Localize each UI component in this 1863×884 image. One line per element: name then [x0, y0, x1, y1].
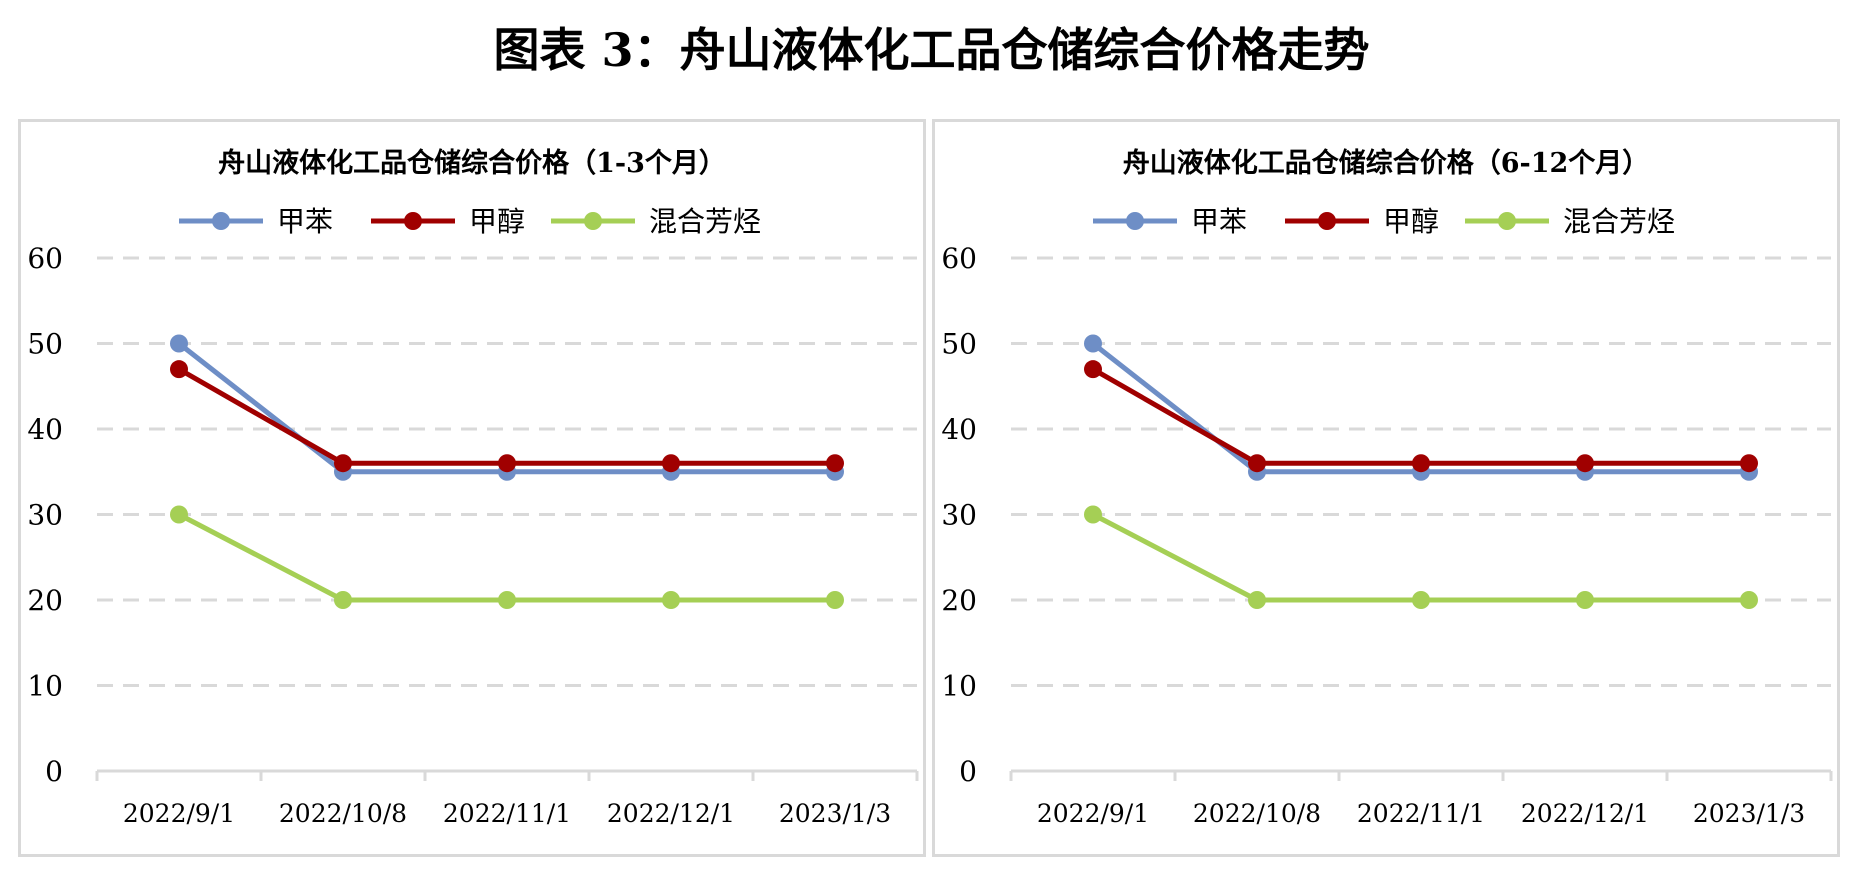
x-tick-label: 2023/1/3	[1693, 799, 1805, 828]
y-tick-label: 20	[941, 584, 977, 617]
legend-label: 混合芳烃	[1563, 205, 1675, 238]
data-point	[170, 334, 188, 353]
data-point	[1084, 360, 1102, 379]
legend-marker	[404, 212, 422, 230]
line-chart: 舟山液体化工品仓储综合价格（1-3个月） 0 10 20 30 40 50 60 2022/9/…	[27, 147, 919, 828]
data-point	[170, 505, 188, 524]
data-point	[1576, 591, 1594, 609]
y-tick-label: 0	[959, 755, 977, 788]
data-point	[1740, 454, 1758, 473]
data-point	[334, 591, 352, 609]
x-tick-label: 2023/1/3	[779, 799, 891, 828]
data-point	[1084, 505, 1102, 524]
chart-title: 舟山液体化工品仓储综合价格（6-12个月）	[1123, 147, 1650, 179]
data-point	[1412, 591, 1430, 609]
data-point	[170, 360, 188, 379]
legend-marker	[212, 212, 230, 230]
x-tick-label: 2022/9/1	[123, 799, 235, 828]
chart-panel-6-12-months: 舟山液体化工品仓储综合价格（6-12个月） 0 10 20 30 40 50 60 2022/9…	[932, 119, 1840, 857]
data-point	[1248, 454, 1266, 473]
x-tick-label: 2022/12/1	[607, 799, 735, 828]
series-line	[177, 512, 835, 603]
chart-panel-1-3-months: 舟山液体化工品仓储综合价格（1-3个月） 0 10 20 30 40 50 60 2022/9/…	[18, 119, 926, 857]
data-point	[498, 454, 516, 473]
legend-label: 甲苯	[1191, 205, 1247, 238]
y-tick-label: 40	[27, 413, 63, 446]
data-point	[1576, 454, 1594, 473]
legend-label: 混合芳烃	[649, 205, 761, 238]
x-tick-label: 2022/10/8	[1193, 799, 1321, 828]
y-tick-label: 10	[27, 670, 63, 703]
data-point	[498, 591, 516, 609]
x-tick-label: 2022/10/8	[279, 799, 407, 828]
legend-label: 甲醇	[469, 205, 525, 238]
legend-marker	[1126, 212, 1144, 230]
y-tick-label: 60	[941, 242, 977, 275]
y-tick-label: 30	[941, 499, 977, 532]
y-tick-label: 60	[27, 242, 63, 275]
data-point	[662, 591, 680, 609]
series-line	[1091, 512, 1749, 603]
data-point	[826, 591, 844, 609]
y-tick-label: 10	[941, 670, 977, 703]
y-tick-label: 30	[27, 499, 63, 532]
legend-marker	[1318, 212, 1336, 230]
x-tick-label: 2022/9/1	[1037, 799, 1149, 828]
main-title: 图表 3：舟山液体化工品仓储综合价格走势	[493, 23, 1370, 77]
x-tick-label: 2022/12/1	[1521, 799, 1649, 828]
data-point	[334, 454, 352, 473]
y-tick-label: 0	[45, 755, 63, 788]
y-tick-label: 20	[27, 584, 63, 617]
legend-marker	[584, 212, 602, 230]
legend-marker	[1498, 212, 1516, 230]
data-point	[1740, 591, 1758, 609]
legend-label: 甲苯	[277, 205, 333, 238]
data-point	[1248, 591, 1266, 609]
y-tick-label: 50	[27, 328, 63, 361]
series-line	[177, 341, 835, 475]
series-line	[177, 366, 835, 466]
series-line	[1091, 366, 1749, 466]
x-tick-label: 2022/11/1	[1357, 799, 1485, 828]
chart-title: 舟山液体化工品仓储综合价格（1-3个月）	[218, 147, 726, 179]
data-point	[1084, 334, 1102, 353]
data-point	[1412, 454, 1430, 473]
data-point	[662, 454, 680, 473]
y-tick-label: 50	[941, 328, 977, 361]
line-chart: 舟山液体化工品仓储综合价格（6-12个月） 0 10 20 30 40 50 60 2022/9…	[941, 147, 1833, 828]
data-point	[826, 454, 844, 473]
legend-label: 甲醇	[1383, 205, 1439, 238]
series-line	[1091, 341, 1749, 475]
x-tick-label: 2022/11/1	[443, 799, 571, 828]
y-tick-label: 40	[941, 413, 977, 446]
